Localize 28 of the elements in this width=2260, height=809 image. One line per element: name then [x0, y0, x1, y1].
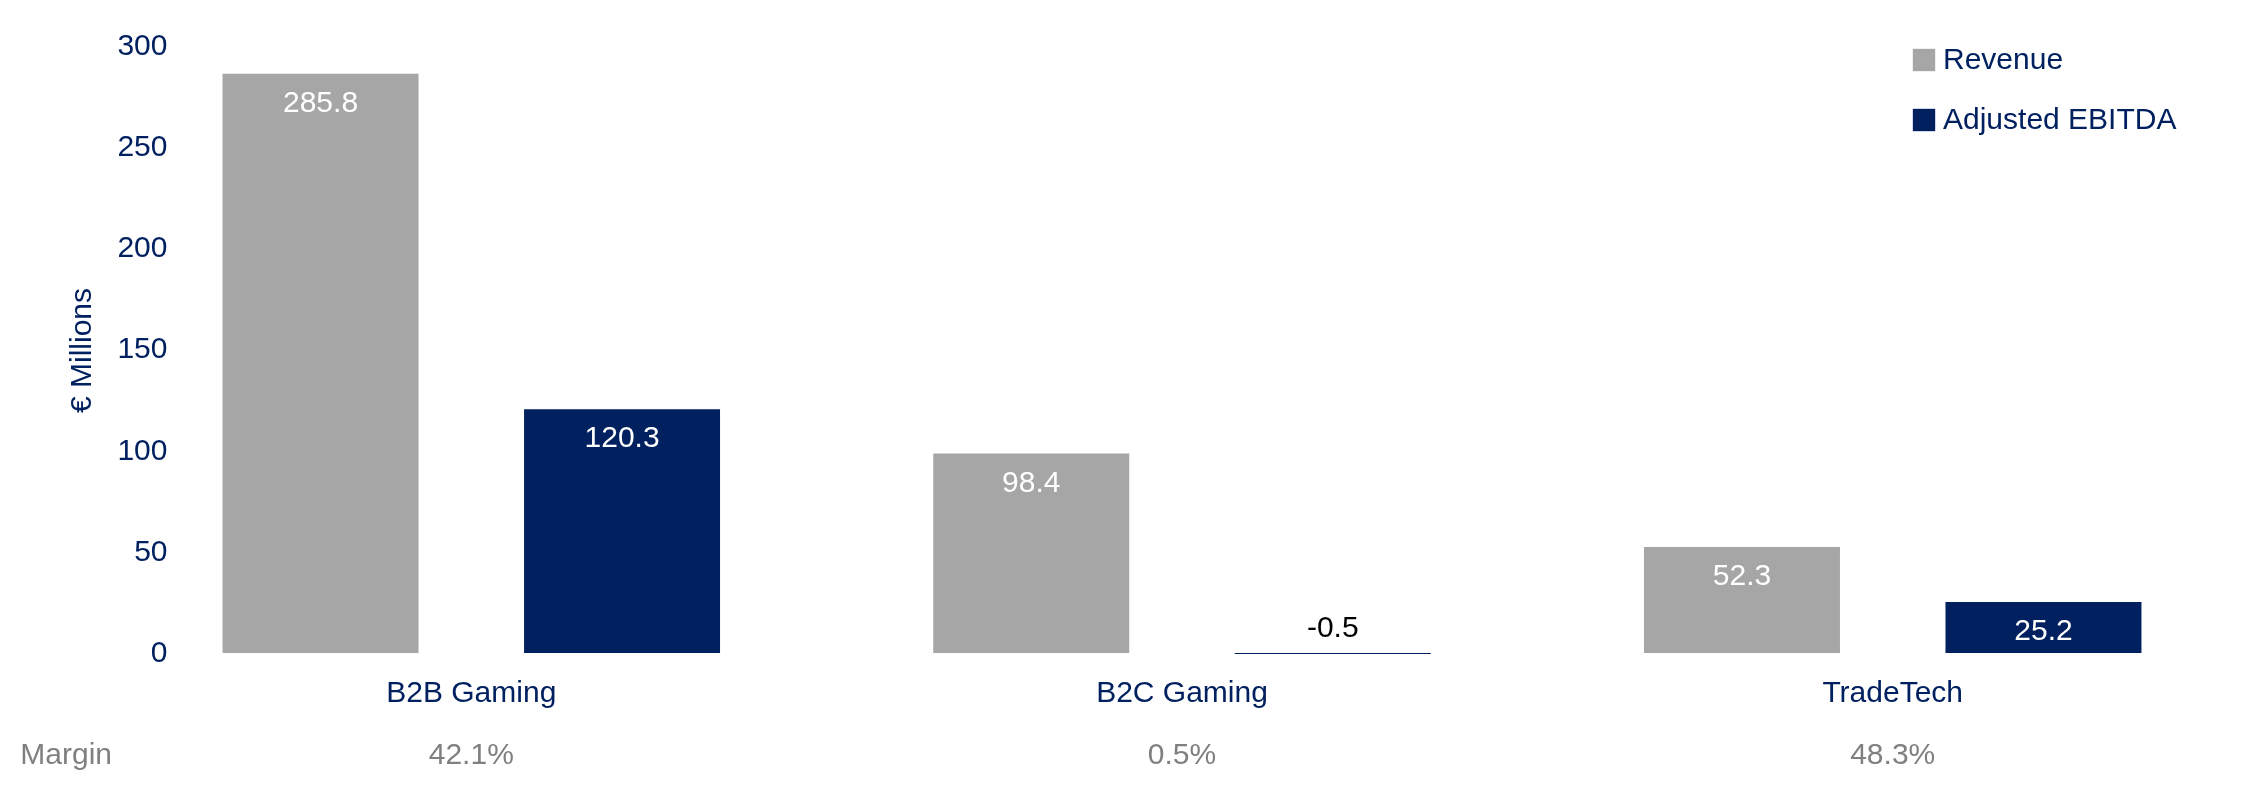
- y-tick-label: 0: [150, 635, 168, 669]
- text: Margin: [20, 737, 112, 770]
- text: 0.5%: [1147, 737, 1217, 770]
- y-tick-label: 200: [117, 230, 168, 264]
- data-label: -0.5: [1306, 609, 1359, 643]
- y-tick-label: 150: [117, 331, 168, 365]
- bar: [1945, 601, 2142, 653]
- y-tick-label: 100: [117, 432, 168, 466]
- y-tick-label: 300: [117, 27, 168, 61]
- x-tick-label: B2C Gaming: [1096, 674, 1268, 708]
- data-label: 285.8: [282, 84, 359, 118]
- x-tick-label: TradeTech: [1822, 674, 1964, 708]
- bar: [524, 409, 721, 653]
- y-axis-title: € Millions: [64, 287, 98, 414]
- text: 48.3%: [1850, 737, 1936, 770]
- data-label: 52.3: [1712, 557, 1772, 591]
- data-label: 120.3: [584, 420, 660, 454]
- legend-label: Adjusted EBITDA: [1943, 102, 2177, 135]
- y-tick-label: 250: [117, 128, 168, 162]
- bar: [1643, 546, 1840, 653]
- x-tick-label: B2B Gaming: [386, 674, 557, 708]
- legend-label: Revenue: [1943, 42, 2064, 75]
- y-tick-label: 50: [134, 534, 168, 568]
- text: 42.1%: [428, 737, 514, 770]
- data-label: 98.4: [1002, 464, 1061, 498]
- bar: [933, 453, 1130, 653]
- bar: [222, 73, 419, 653]
- data-label: 25.2: [2014, 612, 2073, 646]
